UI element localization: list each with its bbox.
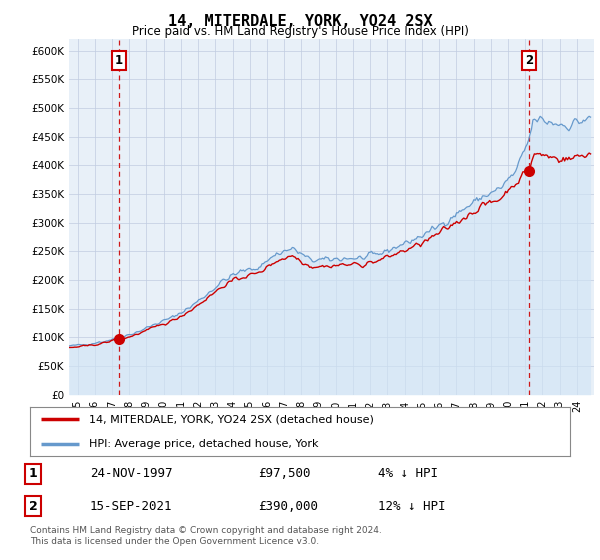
Text: 12% ↓ HPI: 12% ↓ HPI [378, 500, 445, 513]
Text: 1: 1 [29, 468, 37, 480]
Text: Price paid vs. HM Land Registry's House Price Index (HPI): Price paid vs. HM Land Registry's House … [131, 25, 469, 38]
Text: 2: 2 [29, 500, 37, 513]
Text: 4% ↓ HPI: 4% ↓ HPI [378, 468, 438, 480]
Text: HPI: Average price, detached house, York: HPI: Average price, detached house, York [89, 439, 319, 449]
Text: 14, MITERDALE, YORK, YO24 2SX: 14, MITERDALE, YORK, YO24 2SX [167, 14, 433, 29]
Text: £390,000: £390,000 [258, 500, 318, 513]
Text: £97,500: £97,500 [258, 468, 311, 480]
Text: 2: 2 [525, 54, 533, 67]
Text: 1: 1 [115, 54, 123, 67]
Text: 24-NOV-1997: 24-NOV-1997 [90, 468, 173, 480]
Text: Contains HM Land Registry data © Crown copyright and database right 2024.
This d: Contains HM Land Registry data © Crown c… [30, 526, 382, 546]
Text: 14, MITERDALE, YORK, YO24 2SX (detached house): 14, MITERDALE, YORK, YO24 2SX (detached … [89, 414, 374, 424]
Text: 15-SEP-2021: 15-SEP-2021 [90, 500, 173, 513]
